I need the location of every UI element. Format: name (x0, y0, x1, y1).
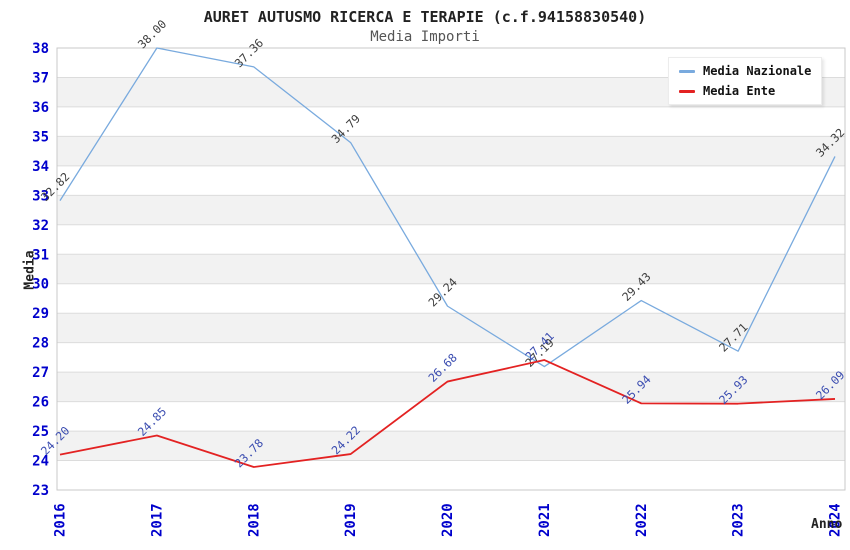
y-tick-label: 27 (32, 365, 49, 381)
legend-swatch-media-nazionale-icon (679, 69, 695, 73)
y-tick-label: 25 (32, 424, 49, 440)
svg-text:2020: 2020 (440, 503, 456, 537)
x-tick-label: 2019 (343, 503, 359, 537)
x-tick-label: 2018 (246, 503, 262, 537)
x-tick-label: 2022 (634, 503, 650, 537)
chart-title: AURET AUTUSMO RICERCA E TERAPIE (c.f.941… (203, 8, 647, 26)
y-tick-label: 31 (32, 247, 49, 263)
y-tick-label: 26 (32, 395, 49, 411)
y-tick-label: 35 (32, 129, 49, 145)
x-axis-title: Anno (811, 517, 843, 532)
svg-text:2024: 2024 (828, 503, 844, 537)
legend-label-media-ente: Media Ente (703, 84, 776, 98)
legend-item-media-nazionale: Media Nazionale (679, 64, 811, 78)
x-tick-label: 2016 (53, 503, 69, 537)
legend-item-media-ente: Media Ente (679, 84, 811, 98)
svg-text:2022: 2022 (634, 503, 650, 537)
y-tick-label: 29 (32, 306, 49, 322)
x-tick-label: 2017 (149, 503, 165, 537)
svg-text:2021: 2021 (537, 503, 553, 537)
series-line-media-nazionale (59, 47, 836, 368)
grid-band (57, 431, 845, 461)
x-tick-label: 2020 (440, 503, 456, 537)
svg-text:2019: 2019 (343, 503, 359, 537)
x-tick-label: 2024 (828, 503, 844, 537)
data-label: 38.00 (135, 17, 169, 51)
data-label: 37.36 (232, 36, 266, 70)
y-tick-label: 33 (32, 188, 49, 204)
svg-text:2017: 2017 (149, 503, 165, 537)
y-tick-label: 38 (32, 41, 49, 57)
svg-text:37.36: 37.36 (232, 36, 266, 70)
x-tick-label: 2021 (537, 503, 553, 537)
y-axis-title: Media (22, 250, 38, 290)
grid-band (57, 195, 845, 225)
chart-subtitle: Media Importi (370, 29, 480, 45)
y-tick-label: 28 (32, 336, 49, 352)
y-tick-label: 37 (32, 70, 49, 86)
y-tick-label: 30 (32, 277, 49, 293)
y-tick-label: 34 (32, 159, 49, 175)
y-tick-label: 24 (32, 454, 49, 470)
grid-band (57, 254, 845, 284)
legend-label-media-nazionale: Media Nazionale (703, 64, 812, 78)
y-tick-label: 36 (32, 100, 49, 116)
plot-border (56, 47, 846, 491)
svg-text:38.00: 38.00 (135, 17, 169, 51)
y-tick-label: 32 (32, 218, 49, 234)
y-tick-label: 23 (32, 483, 49, 499)
series-line-media-ente (59, 359, 836, 468)
grid-band (57, 372, 845, 402)
legend-swatch-media-ente-icon (679, 89, 695, 93)
svg-text:2016: 2016 (53, 503, 69, 537)
chart-legend: Media Nazionale Media Ente (668, 57, 823, 105)
x-tick-label: 2023 (731, 503, 747, 537)
svg-text:2018: 2018 (246, 503, 262, 537)
grid-band (57, 136, 845, 166)
svg-text:2023: 2023 (731, 503, 747, 537)
